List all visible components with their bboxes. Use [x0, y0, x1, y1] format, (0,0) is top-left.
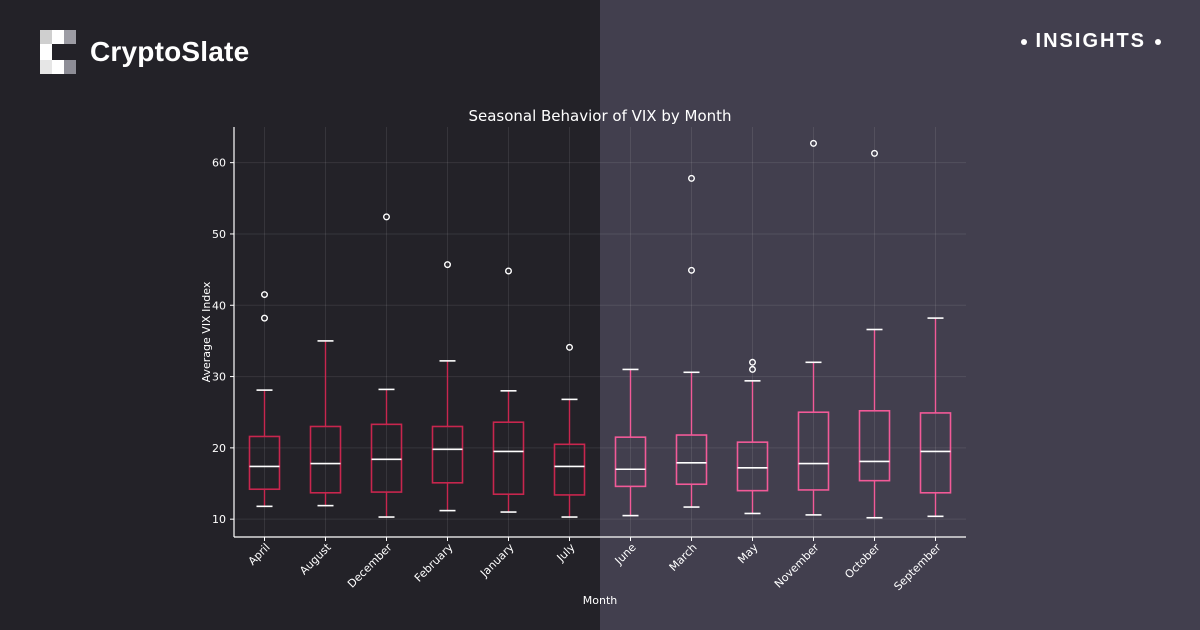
iqr-box: [492, 421, 525, 496]
background-right: [600, 0, 1200, 630]
outlier-point: [749, 365, 757, 373]
box-january: [492, 267, 525, 513]
box-may: [736, 358, 769, 515]
iqr-box: [248, 435, 281, 491]
y-tick-label: 10: [212, 513, 226, 526]
y-tick-label: 20: [212, 442, 226, 455]
x-tick-label: July: [554, 541, 578, 565]
x-tick-label: May: [735, 541, 761, 567]
y-axis-ticks: 10 20 30 40 50 60: [212, 157, 234, 526]
box-group: [248, 139, 952, 519]
box-july: [553, 343, 586, 518]
iqr-box: [614, 436, 647, 488]
outlier-point: [749, 358, 757, 366]
y-axis-label: Average VIX Index: [200, 281, 213, 382]
iqr-box: [431, 425, 464, 484]
x-tick-label: March: [667, 541, 700, 574]
y-tick-label: 60: [212, 157, 226, 170]
outlier-point: [871, 149, 879, 157]
outlier-point: [261, 314, 269, 322]
background-left: [0, 0, 600, 630]
outlier-point: [383, 213, 391, 221]
box-march: [675, 174, 708, 508]
bullet-icon: [1020, 38, 1027, 45]
iqr-box: [858, 409, 891, 482]
y-tick-label: 50: [212, 228, 226, 241]
outlier-point: [444, 261, 452, 269]
x-tick-label: December: [345, 541, 395, 591]
outlier-point: [688, 174, 696, 182]
x-tick-label: June: [612, 541, 639, 568]
outlier-point: [688, 266, 696, 274]
iqr-box: [675, 434, 708, 486]
outlier-point: [566, 343, 574, 351]
outlier-point: [261, 291, 269, 299]
box-august: [309, 340, 342, 507]
x-axis-ticks: April August December February January July Ju…: [246, 537, 944, 593]
box-december: [370, 213, 403, 518]
iqr-box: [553, 443, 586, 496]
box-february: [431, 261, 464, 512]
iqr-box: [309, 425, 342, 494]
x-tick-label: October: [842, 541, 883, 582]
outlier-point: [505, 267, 513, 275]
x-tick-label: January: [477, 541, 517, 581]
x-tick-label: November: [772, 541, 822, 591]
iqr-box: [736, 441, 769, 492]
box-september: [919, 317, 952, 518]
grid-lines: [234, 127, 966, 537]
iqr-box: [797, 411, 830, 491]
x-tick-label: September: [891, 541, 944, 594]
iqr-box: [370, 423, 403, 493]
cryptoslate-logo-icon: [40, 30, 76, 74]
insights-badge: INSIGHTS: [1012, 30, 1170, 53]
brand[interactable]: CryptoSlate: [40, 30, 249, 74]
x-axis-label: Month: [583, 594, 618, 607]
chart-title: Seasonal Behavior of VIX by Month: [468, 107, 731, 125]
x-tick-label: April: [246, 541, 273, 568]
box-november: [797, 139, 830, 516]
x-tick-label: February: [412, 541, 456, 585]
box-october: [858, 149, 891, 519]
iqr-box: [919, 412, 952, 494]
brand-name: CryptoSlate: [90, 36, 250, 67]
box-april: [248, 291, 281, 508]
x-tick-label: August: [297, 540, 334, 577]
insights-label: INSIGHTS: [1035, 30, 1146, 52]
box-june: [614, 368, 647, 517]
y-tick-label: 40: [212, 299, 226, 312]
bullet-icon: [1155, 38, 1161, 45]
outlier-point: [810, 139, 818, 147]
y-tick-label: 30: [212, 371, 226, 384]
